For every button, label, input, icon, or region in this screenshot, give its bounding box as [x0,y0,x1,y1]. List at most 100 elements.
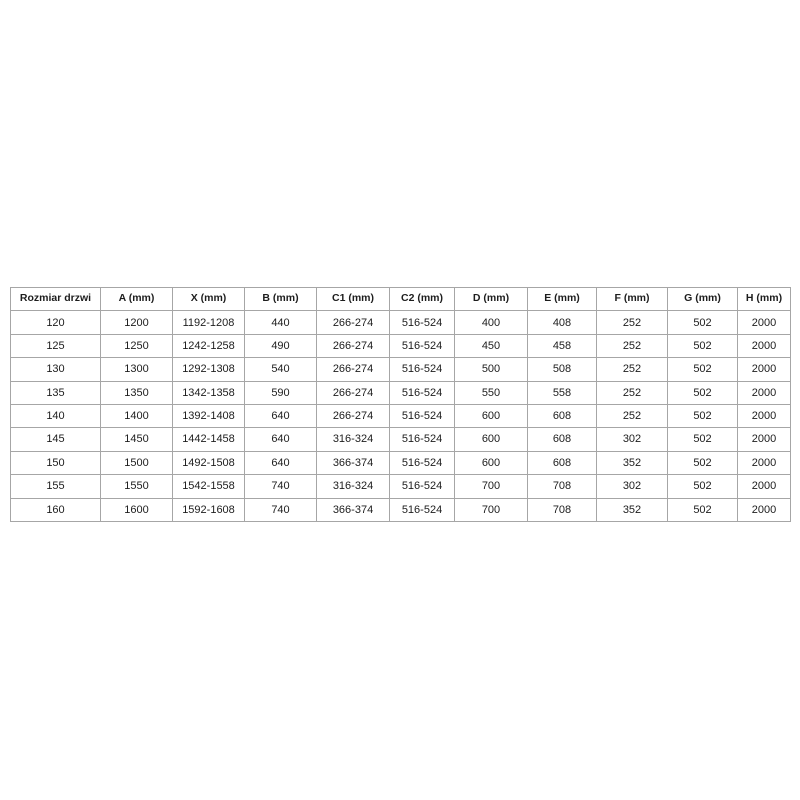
table-cell: 502 [667,403,738,429]
table-cell: 516-524 [389,403,455,429]
table-cell: 540 [244,357,317,382]
table-cell: 266-274 [316,403,390,429]
table-cell: 502 [667,497,738,522]
table-cell: 2000 [737,403,791,429]
table-cell: 508 [527,357,597,382]
table-cell: 1392-1408 [172,403,245,429]
table-cell: 1592-1608 [172,497,245,522]
table-cell: 640 [244,427,317,452]
table-cell: 500 [454,357,528,382]
table-cell: 135 [10,380,101,405]
column-header-5: C2 (mm) [389,286,455,312]
table-cell: 516-524 [389,333,455,359]
table-cell: 316-324 [316,474,390,499]
table-cell: 2000 [737,333,791,359]
table-cell: 450 [454,333,528,359]
table-header: Rozmiar drzwi A (mm) X (mm) B (mm) C1 (mm) C2… [10,286,791,312]
table-cell: 145 [10,427,101,452]
table-cell: 516-524 [389,474,455,499]
table-cell: 408 [527,310,597,335]
column-header-4: C1 (mm) [316,286,390,312]
column-header-1: A (mm) [100,286,173,312]
table-cell: 252 [596,357,668,382]
table-header-row: Rozmiar drzwi A (mm) X (mm) B (mm) C1 (mm) C2… [10,286,791,312]
table-cell: 600 [454,427,528,452]
table-cell: 740 [244,474,317,499]
table-cell: 130 [10,357,101,382]
table-cell: 1300 [100,357,173,382]
table-row: 135 1350 1342-1358 590 266-274 516-524 550 558 2… [10,380,791,405]
table-cell: 1400 [100,403,173,429]
table-cell: 1192-1208 [172,310,245,335]
table-cell: 1350 [100,380,173,405]
table-row: 140 1400 1392-1408 640 266-274 516-524 600 608 2… [10,403,791,429]
table-cell: 366-374 [316,497,390,522]
table-cell: 1492-1508 [172,450,245,476]
table-cell: 1242-1258 [172,333,245,359]
table-cell: 558 [527,380,597,405]
table-cell: 600 [454,403,528,429]
table-cell: 1200 [100,310,173,335]
table-cell: 352 [596,450,668,476]
table-cell: 252 [596,403,668,429]
table-cell: 316-324 [316,427,390,452]
table-cell: 252 [596,333,668,359]
table-cell: 352 [596,497,668,522]
table-cell: 458 [527,333,597,359]
table-cell: 1550 [100,474,173,499]
table-cell: 2000 [737,427,791,452]
table-cell: 120 [10,310,101,335]
column-header-3: B (mm) [244,286,317,312]
door-size-specification-table: Rozmiar drzwi A (mm) X (mm) B (mm) C1 (mm) C2… [10,286,791,522]
table-cell: 266-274 [316,357,390,382]
table-cell: 740 [244,497,317,522]
table-cell: 252 [596,310,668,335]
table-row: 130 1300 1292-1308 540 266-274 516-524 500 508 2… [10,357,791,382]
table-row: 150 1500 1492-1508 640 366-374 516-524 600 608 3… [10,450,791,476]
table-cell: 700 [454,474,528,499]
column-header-2: X (mm) [172,286,245,312]
table-cell: 516-524 [389,450,455,476]
table-cell: 600 [454,450,528,476]
table-cell: 2000 [737,474,791,499]
table-row: 120 1200 1192-1208 440 266-274 516-524 400 408 2… [10,310,791,335]
table-cell: 1450 [100,427,173,452]
table-cell: 302 [596,427,668,452]
table-cell: 516-524 [389,380,455,405]
table-cell: 2000 [737,450,791,476]
table-row: 125 1250 1242-1258 490 266-274 516-524 450 458 2… [10,333,791,359]
column-header-8: F (mm) [596,286,668,312]
table-cell: 502 [667,427,738,452]
table-cell: 502 [667,310,738,335]
table-cell: 1342-1358 [172,380,245,405]
table-cell: 502 [667,333,738,359]
table-cell: 640 [244,403,317,429]
table-cell: 266-274 [316,333,390,359]
table-cell: 1500 [100,450,173,476]
table-cell: 516-524 [389,310,455,335]
table-cell: 590 [244,380,317,405]
table-cell: 1292-1308 [172,357,245,382]
table-cell: 366-374 [316,450,390,476]
table-cell: 700 [454,497,528,522]
table-cell: 502 [667,357,738,382]
column-header-0: Rozmiar drzwi [10,286,101,312]
table-cell: 1250 [100,333,173,359]
table-cell: 150 [10,450,101,476]
table-row: 160 1600 1592-1608 740 366-374 516-524 700 708 3… [10,497,791,522]
table-cell: 502 [667,380,738,405]
table-cell: 608 [527,427,597,452]
table-cell: 550 [454,380,528,405]
table-cell: 502 [667,450,738,476]
table-cell: 155 [10,474,101,499]
table-cell: 400 [454,310,528,335]
table-cell: 502 [667,474,738,499]
column-header-7: E (mm) [527,286,597,312]
table-cell: 708 [527,474,597,499]
table-cell: 708 [527,497,597,522]
table-cell: 302 [596,474,668,499]
table-row: 155 1550 1542-1558 740 316-324 516-524 700 708 3… [10,474,791,499]
table-cell: 440 [244,310,317,335]
table-cell: 266-274 [316,380,390,405]
table-cell: 516-524 [389,357,455,382]
